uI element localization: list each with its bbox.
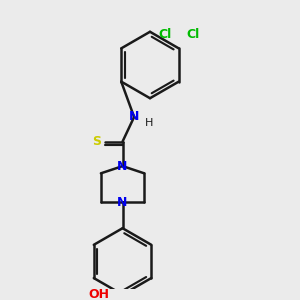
Text: Cl: Cl [186,28,199,41]
Text: Cl: Cl [158,28,171,41]
Text: OH: OH [88,288,110,300]
Text: N: N [117,160,128,172]
Text: H: H [145,118,154,128]
Text: S: S [92,135,101,148]
Text: N: N [129,110,139,124]
Text: N: N [117,196,128,209]
